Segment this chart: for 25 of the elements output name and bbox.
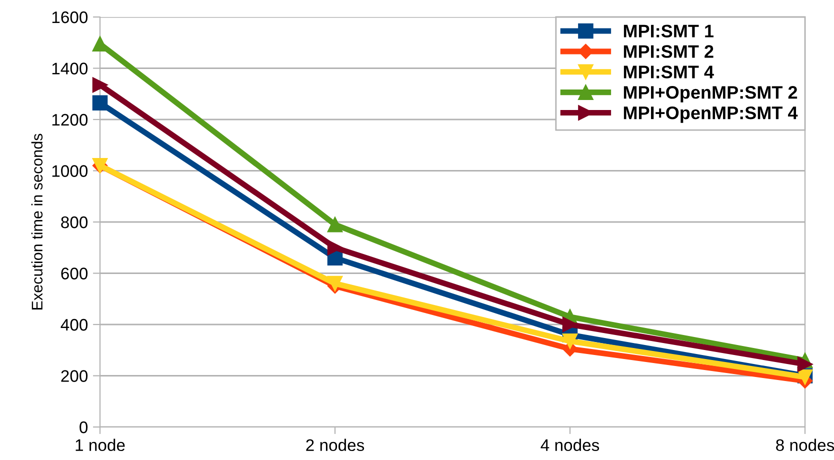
point (327, 216, 343, 232)
point (92, 95, 108, 110)
legend-label: MPI+OpenMP:SMT 4 (624, 106, 798, 123)
y-tick-label: 1200 (52, 114, 88, 126)
y-tick-label: 1000 (52, 165, 88, 177)
legend-label: MPI+OpenMP:SMT 2 (624, 86, 798, 102)
x-tick-label: 4 nodes (540, 438, 600, 452)
y-tick-label: 600 (61, 268, 88, 280)
point (562, 334, 578, 349)
y-axis-title: Execution time in seconds (31, 134, 43, 310)
y-tick-label: 1400 (52, 62, 88, 74)
y-tick-label: 200 (61, 370, 88, 382)
x-tick-label: 1 node (76, 438, 125, 452)
x-tick-label: 8 nodes (776, 438, 834, 452)
y-tick-label: 400 (60, 318, 88, 331)
y-tick-label: 800 (61, 216, 88, 228)
point (92, 77, 108, 93)
point (327, 240, 343, 256)
legend-label: MPI:SMT 2 (624, 45, 714, 58)
legend-label: MPI:SMT 1 (624, 24, 714, 38)
legend-label: MPI:SMT 4 (624, 66, 714, 78)
point (797, 356, 813, 372)
x-tick-label: 2 nodes (306, 438, 364, 452)
y-tick-label: 1600 (52, 11, 88, 24)
y-tick-label: 0 (80, 421, 88, 434)
